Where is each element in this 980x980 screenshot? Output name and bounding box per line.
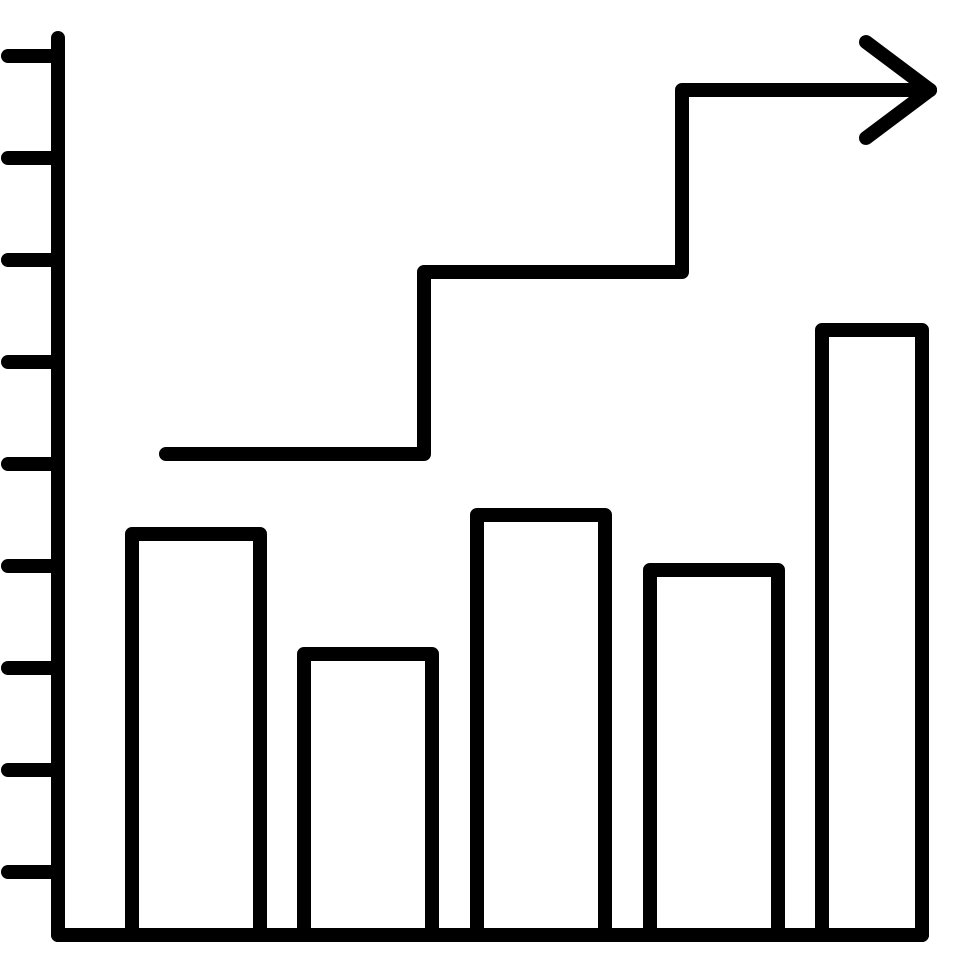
bar-chart-icon <box>0 0 980 980</box>
